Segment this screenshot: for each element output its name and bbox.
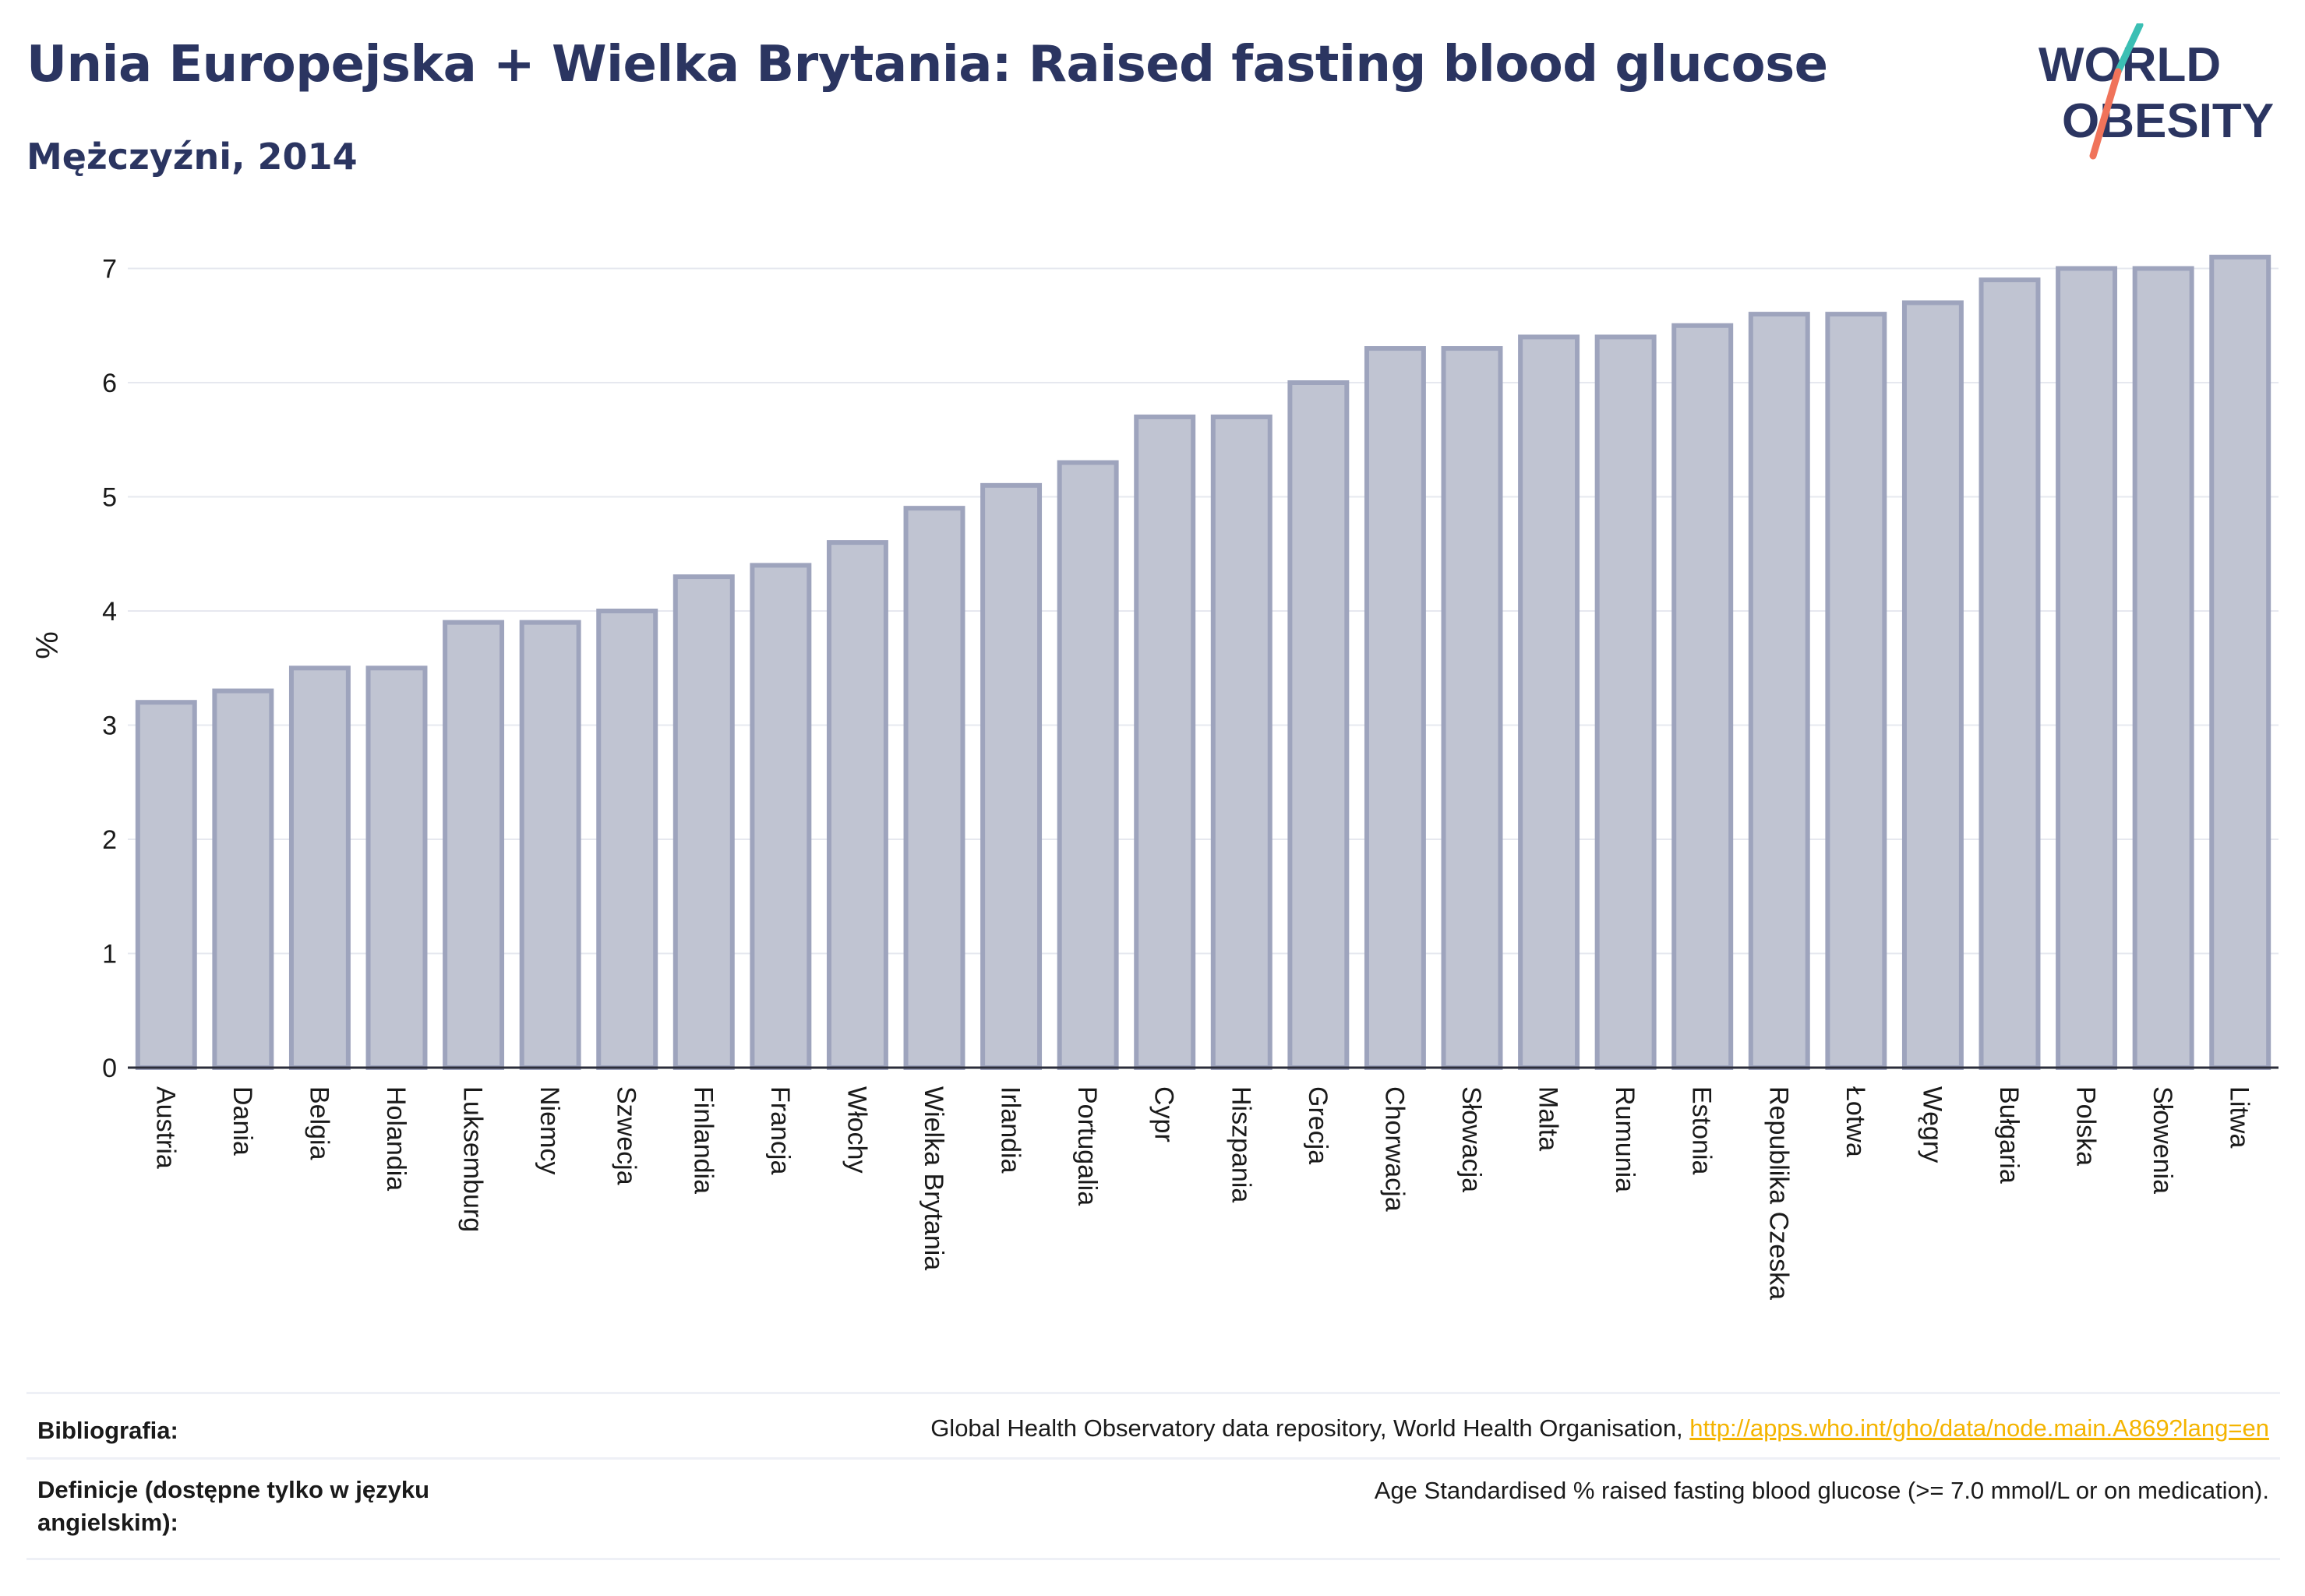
y-tick-label: 2 bbox=[102, 825, 117, 855]
chart-subtitle: Mężczyźni, 2014 bbox=[26, 136, 358, 178]
bar bbox=[2132, 266, 2194, 1070]
y-tick-label: 0 bbox=[102, 1054, 117, 1083]
bibliography-link[interactable]: http://apps.who.int/gho/data/node.main.A… bbox=[1689, 1414, 2269, 1442]
chart-title: Unia Europejska + Wielka Brytania: Raise… bbox=[26, 36, 1828, 94]
x-tick-label: Słowenia bbox=[2148, 1086, 2177, 1194]
bibliography-label: Bibliografia: bbox=[37, 1417, 178, 1444]
x-tick-label: Słowacja bbox=[1456, 1086, 1486, 1192]
bar bbox=[1671, 323, 1734, 1070]
x-tick-label: Cypr bbox=[1149, 1086, 1179, 1142]
bar bbox=[1287, 380, 1350, 1070]
bar bbox=[443, 620, 505, 1070]
bibliography-source: Global Health Observatory data repositor… bbox=[930, 1414, 1690, 1442]
bar-chart: 0 1 2 3 4 5 6 7% Austria Dania Belgia Holandia Lukse… bbox=[30, 254, 2279, 1300]
bar bbox=[826, 540, 888, 1070]
bar bbox=[1518, 334, 1580, 1070]
bar bbox=[672, 574, 735, 1070]
x-tick-label: Grecja bbox=[1303, 1086, 1333, 1164]
y-tick-label: 7 bbox=[102, 255, 117, 284]
x-tick-label: Polska bbox=[2071, 1086, 2101, 1166]
y-tick-label: 6 bbox=[102, 369, 117, 398]
x-tick-label: Włochy bbox=[842, 1086, 871, 1173]
bar bbox=[1210, 414, 1273, 1070]
bar bbox=[1825, 312, 1887, 1071]
x-tick-label: Węgry bbox=[1917, 1086, 1947, 1163]
y-tick-label: 5 bbox=[102, 483, 117, 513]
bar bbox=[1364, 346, 1426, 1070]
x-tick-label: Luksemburg bbox=[458, 1086, 488, 1232]
bar bbox=[1901, 300, 1964, 1070]
bar bbox=[1441, 346, 1503, 1070]
bar bbox=[2056, 266, 2118, 1070]
y-tick-label: 1 bbox=[102, 940, 117, 969]
x-tick-label: Wielka Brytania bbox=[919, 1086, 948, 1270]
x-tick-label: Holandia bbox=[381, 1086, 411, 1191]
definitions-label: Definicje (dostępne tylko w języku angie… bbox=[37, 1476, 430, 1536]
bar bbox=[903, 506, 965, 1070]
bar bbox=[1748, 312, 1810, 1071]
bar bbox=[365, 666, 428, 1070]
bar bbox=[980, 482, 1043, 1070]
footer-definitions-row: Definicje (dostępne tylko w języku angie… bbox=[26, 1457, 2280, 1560]
definitions-text: Age Standardised % raised fasting blood … bbox=[1374, 1477, 2269, 1504]
bar bbox=[1978, 277, 2041, 1070]
bar bbox=[519, 620, 581, 1070]
x-tick-label: Finlandia bbox=[688, 1086, 718, 1194]
x-tick-label: Republika Czeska bbox=[1763, 1086, 1793, 1300]
x-tick-label: Austria bbox=[150, 1086, 180, 1169]
bar bbox=[212, 688, 274, 1070]
x-tick-label: Hiszpania bbox=[1226, 1086, 1255, 1202]
x-tick-label: Rumunia bbox=[1610, 1086, 1640, 1192]
x-tick-label: Belgia bbox=[304, 1086, 334, 1160]
bar bbox=[596, 609, 658, 1070]
x-tick-label: Niemcy bbox=[535, 1086, 564, 1174]
x-tick-label: Dania bbox=[228, 1086, 257, 1156]
bibliography-text: Global Health Observatory data repositor… bbox=[930, 1414, 2269, 1442]
x-tick-label: Portugalia bbox=[1072, 1086, 1102, 1206]
bar bbox=[2209, 254, 2271, 1071]
bar bbox=[135, 700, 197, 1070]
world-obesity-logo: WORLD OBESITY bbox=[2026, 21, 2291, 164]
bar bbox=[750, 563, 812, 1070]
x-tick-label: Francja bbox=[765, 1086, 795, 1174]
bar bbox=[1134, 414, 1196, 1070]
bar bbox=[1594, 334, 1657, 1070]
x-tick-label: Estonia bbox=[1687, 1086, 1717, 1174]
x-tick-label: Irlandia bbox=[996, 1086, 1025, 1174]
x-tick-label: Chorwacja bbox=[1379, 1086, 1409, 1212]
x-tick-label: Malta bbox=[1534, 1086, 1563, 1151]
y-tick-label: 3 bbox=[102, 711, 117, 741]
y-tick-label: 4 bbox=[102, 597, 117, 627]
x-tick-label: Łotwa bbox=[1841, 1086, 1870, 1157]
x-tick-label: Szwecja bbox=[612, 1086, 641, 1185]
x-tick-label: Litwa bbox=[2225, 1086, 2254, 1148]
bar bbox=[288, 666, 351, 1070]
footer-bibliography-row: Bibliografia: Global Health Observatory … bbox=[26, 1392, 2280, 1460]
y-axis-label: % bbox=[30, 631, 65, 659]
x-tick-label: Bułgaria bbox=[1994, 1086, 2024, 1184]
bar bbox=[1057, 460, 1119, 1070]
footer: Bibliografia: Global Health Observatory … bbox=[26, 1392, 2280, 1563]
